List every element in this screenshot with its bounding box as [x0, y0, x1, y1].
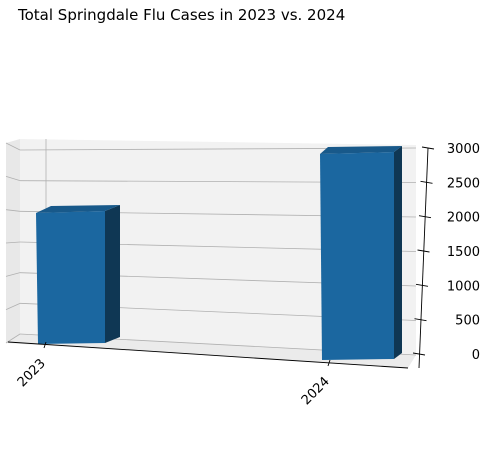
bar-side: [105, 205, 120, 343]
axes: 0 500 1000 1500 2000 2500 3000: [413, 142, 480, 363]
bar-side: [394, 146, 402, 359]
z-tick-label: 2500: [447, 176, 480, 191]
z-tick-label: 3000: [447, 142, 480, 157]
left-pane: [6, 139, 20, 343]
x-tick-label-2024: 2024: [299, 374, 333, 408]
z-tick-label: 500: [455, 314, 480, 329]
z-tick-label: 1500: [447, 245, 480, 260]
bar-front: [36, 211, 105, 344]
x-tick-label-2023: 2023: [15, 356, 49, 390]
z-tick-label: 1000: [447, 279, 480, 294]
bar-front: [320, 152, 394, 360]
z-tick-label: 2000: [447, 211, 480, 226]
z-axis-line: [419, 148, 428, 368]
z-tick-label: 0: [472, 348, 480, 363]
